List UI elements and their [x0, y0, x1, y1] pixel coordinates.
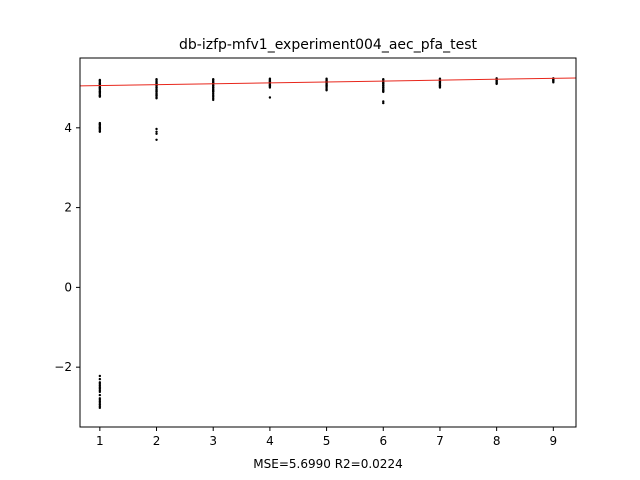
y-axis: −2 0 2 4	[54, 121, 80, 374]
x-tick-label: 3	[209, 434, 217, 448]
data-point	[268, 86, 272, 89]
x-tick-label: 2	[153, 434, 161, 448]
data-point	[155, 130, 158, 133]
x-tick-label: 5	[323, 434, 331, 448]
data-point	[155, 132, 158, 135]
x-axis-label: MSE=5.6990 R2=0.0224	[253, 457, 402, 471]
x-tick-label: 4	[266, 434, 274, 448]
data-point	[98, 95, 102, 98]
data-point	[155, 127, 158, 131]
x-tick-label: 8	[493, 434, 501, 448]
data-point	[98, 130, 102, 133]
data-point	[98, 390, 102, 394]
data-point	[98, 377, 102, 381]
data-point	[212, 98, 215, 102]
data-point	[155, 138, 158, 141]
y-tick-label: 4	[64, 121, 72, 135]
data-point	[438, 86, 442, 89]
data-point	[552, 81, 555, 84]
data-point	[98, 374, 102, 378]
x-tick-label: 9	[550, 434, 558, 448]
y-tick-label: 0	[64, 280, 72, 294]
y-tick-label: −2	[54, 360, 72, 374]
plot-area	[80, 77, 576, 410]
x-axis: 1 2 3 4 5 6 7 8 9	[96, 427, 557, 448]
axes-frame	[79, 57, 577, 428]
x-tick-label: 1	[96, 434, 104, 448]
data-point	[382, 101, 385, 105]
x-tick-label: 6	[379, 434, 387, 448]
data-point	[155, 97, 158, 100]
data-point	[325, 89, 328, 92]
regression-line	[80, 77, 576, 87]
data-point	[268, 96, 272, 99]
chart-title: db-izfp-mfv1_experiment004_aec_pfa_test	[179, 37, 478, 53]
x-tick-label: 7	[436, 434, 444, 448]
data-point	[98, 393, 102, 397]
data-point	[495, 82, 498, 86]
data-point	[98, 406, 102, 410]
data-point	[382, 90, 385, 94]
y-tick-label: 2	[64, 201, 72, 215]
